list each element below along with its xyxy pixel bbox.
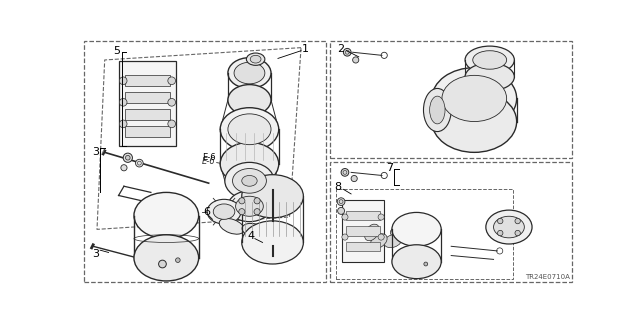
Circle shape (515, 218, 520, 224)
Ellipse shape (236, 196, 263, 216)
Circle shape (378, 234, 384, 240)
Ellipse shape (473, 51, 507, 69)
Circle shape (239, 209, 245, 215)
Ellipse shape (424, 88, 451, 132)
Ellipse shape (371, 234, 387, 249)
Text: 5: 5 (113, 46, 120, 56)
Ellipse shape (493, 216, 524, 238)
Ellipse shape (242, 221, 303, 264)
Ellipse shape (390, 226, 409, 239)
Ellipse shape (134, 192, 198, 239)
Bar (342, 200, 384, 262)
Circle shape (353, 57, 359, 63)
Bar (125, 75, 170, 86)
Ellipse shape (242, 175, 257, 186)
Ellipse shape (246, 53, 265, 65)
Bar (336, 188, 513, 279)
Ellipse shape (264, 226, 288, 239)
Circle shape (341, 169, 349, 176)
Ellipse shape (465, 63, 515, 91)
Circle shape (119, 99, 127, 106)
Ellipse shape (429, 96, 445, 124)
Ellipse shape (225, 162, 274, 199)
Bar (84, 41, 326, 283)
Ellipse shape (465, 46, 515, 74)
Text: 4: 4 (248, 230, 255, 241)
Circle shape (125, 156, 130, 160)
Circle shape (378, 214, 384, 220)
Circle shape (254, 198, 260, 204)
Circle shape (515, 230, 520, 236)
Text: 2: 2 (337, 44, 345, 54)
Ellipse shape (392, 245, 441, 279)
Ellipse shape (220, 218, 244, 234)
Ellipse shape (442, 75, 507, 122)
Bar (346, 242, 380, 251)
Circle shape (344, 48, 351, 56)
Ellipse shape (432, 91, 516, 152)
Circle shape (239, 198, 245, 204)
Ellipse shape (365, 224, 380, 241)
Circle shape (342, 234, 348, 240)
Circle shape (351, 175, 357, 182)
Circle shape (424, 262, 428, 266)
Ellipse shape (228, 114, 271, 145)
Ellipse shape (228, 84, 271, 116)
Ellipse shape (213, 204, 235, 219)
Circle shape (168, 99, 175, 106)
Bar (125, 126, 170, 137)
Bar (346, 226, 380, 236)
Ellipse shape (228, 191, 271, 222)
Ellipse shape (220, 108, 279, 151)
Bar (330, 162, 572, 283)
Ellipse shape (392, 212, 441, 246)
Ellipse shape (234, 62, 265, 84)
Circle shape (121, 165, 127, 171)
Text: 7: 7 (386, 163, 393, 173)
Circle shape (168, 120, 175, 128)
Ellipse shape (242, 175, 303, 218)
Circle shape (497, 218, 503, 224)
Ellipse shape (250, 55, 261, 63)
Circle shape (175, 258, 180, 262)
Circle shape (497, 230, 503, 236)
Circle shape (338, 207, 344, 214)
Text: 1: 1 (301, 44, 308, 54)
Bar (346, 211, 380, 220)
Circle shape (168, 77, 175, 84)
Text: E-6: E-6 (202, 153, 216, 162)
Ellipse shape (432, 68, 516, 129)
Circle shape (136, 159, 143, 167)
Bar (125, 92, 170, 103)
Bar (118, 61, 176, 146)
Text: 3: 3 (92, 249, 99, 259)
Ellipse shape (134, 235, 198, 281)
Circle shape (342, 214, 348, 220)
Ellipse shape (228, 58, 271, 88)
Text: 8: 8 (335, 182, 342, 192)
Text: 3: 3 (92, 147, 99, 157)
Ellipse shape (486, 210, 532, 244)
Ellipse shape (220, 142, 279, 186)
Circle shape (123, 153, 132, 162)
Circle shape (254, 209, 260, 215)
Circle shape (119, 120, 127, 128)
Text: TR24E0710A: TR24E0710A (525, 274, 570, 280)
Ellipse shape (232, 169, 266, 193)
Ellipse shape (242, 223, 268, 238)
Text: E-6: E-6 (202, 157, 216, 166)
Circle shape (337, 198, 345, 205)
Circle shape (159, 260, 166, 268)
Circle shape (119, 77, 127, 84)
Text: 6: 6 (203, 207, 210, 217)
Ellipse shape (384, 235, 402, 248)
Ellipse shape (207, 199, 241, 224)
Bar (330, 41, 572, 158)
Bar (125, 109, 170, 120)
